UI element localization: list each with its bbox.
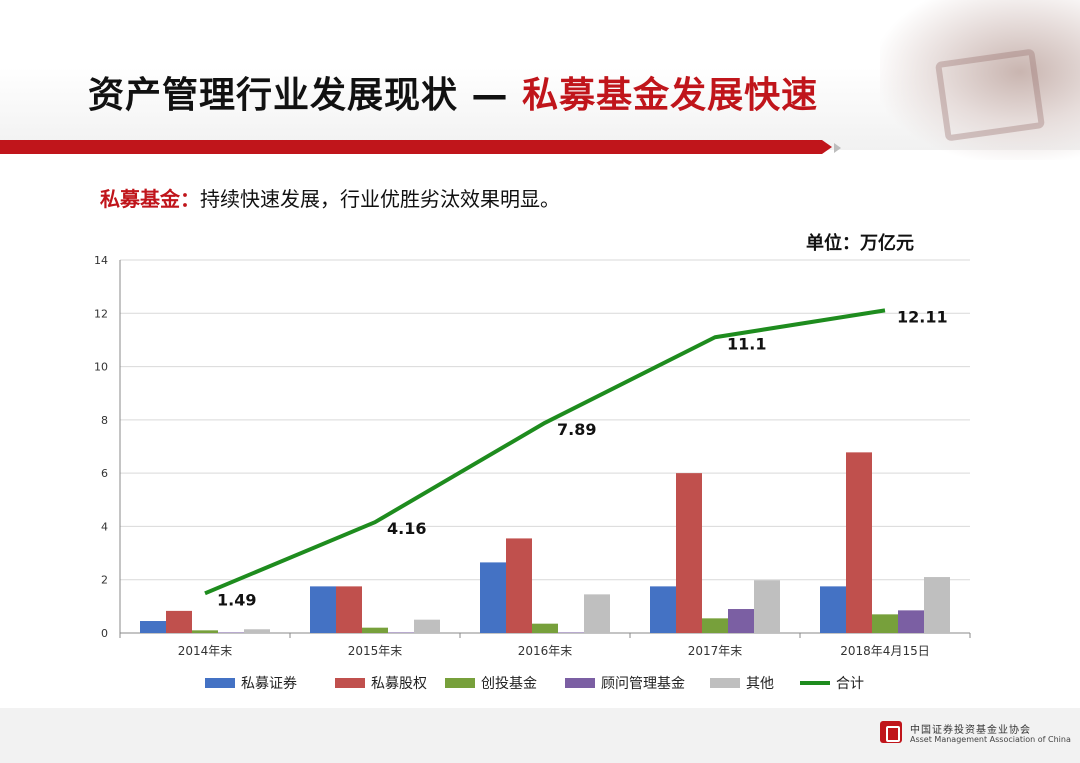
total-data-label: 12.11 xyxy=(897,307,948,326)
bar-3-3 xyxy=(532,623,558,633)
bar-4-3 xyxy=(558,632,584,633)
x-tick-label: 2015年末 xyxy=(348,644,403,658)
legend-swatch xyxy=(565,678,595,688)
bar-4-4 xyxy=(728,609,754,633)
subtitle: 私募基金：持续快速发展，行业优胜劣汰效果明显。 xyxy=(100,183,560,212)
bar-1-1 xyxy=(140,621,166,633)
total-data-label: 4.16 xyxy=(387,519,426,538)
total-line xyxy=(204,308,886,596)
bar-3-2 xyxy=(362,627,388,633)
title-divider-gray-arrow xyxy=(834,143,841,153)
subtitle-text: 持续快速发展，行业优胜劣汰效果明显。 xyxy=(200,187,560,211)
title-divider-arrow xyxy=(822,140,832,154)
total-data-label: 1.49 xyxy=(217,590,256,609)
x-tick-label: 2018年4月15日 xyxy=(840,644,929,658)
bar-2-2 xyxy=(336,586,362,633)
bar-2-1 xyxy=(166,610,192,633)
bar-1-4 xyxy=(650,586,676,633)
subtitle-lead: 私募基金： xyxy=(100,187,200,211)
legend-swatch xyxy=(205,678,235,688)
y-tick-label: 14 xyxy=(94,254,108,267)
legend-label: 顾问管理基金 xyxy=(601,675,685,692)
bar-5-4 xyxy=(754,580,780,633)
bar-1-5 xyxy=(820,586,846,633)
bar-3-4 xyxy=(702,618,728,633)
y-tick-label: 0 xyxy=(101,627,108,640)
bar-1-2 xyxy=(310,586,336,633)
bar-5-2 xyxy=(414,619,440,633)
total-data-label: 7.89 xyxy=(557,420,596,439)
y-tick-label: 8 xyxy=(101,414,108,427)
bar-4-2 xyxy=(388,632,414,633)
y-tick-label: 10 xyxy=(94,361,108,374)
unit-label: 单位：万亿元 xyxy=(806,233,914,254)
bar-3-5 xyxy=(872,614,898,633)
legend-swatch xyxy=(335,678,365,688)
legend-swatch xyxy=(445,678,475,688)
x-tick-label: 2014年末 xyxy=(178,644,233,658)
bar-4-1 xyxy=(218,632,244,633)
association-logo-icon xyxy=(880,721,902,743)
x-tick-label: 2016年末 xyxy=(518,644,573,658)
bar-3-1 xyxy=(192,630,218,633)
seal-image xyxy=(880,0,1080,160)
total-data-label: 11.1 xyxy=(727,334,766,353)
bar-5-1 xyxy=(244,629,270,633)
org-name-cn: 中国证券投资基金业协会 xyxy=(910,725,1031,736)
bar-5-3 xyxy=(584,594,610,633)
y-tick-label: 6 xyxy=(101,467,108,480)
bar-4-5 xyxy=(898,610,924,633)
page-title: 资产管理行业发展现状 — 私募基金发展快速 xyxy=(88,66,818,118)
chart: 0 2 4 6 8 10 12 14 2014年末 2015年末 2016年末 2017年末 2018年… xyxy=(94,254,971,692)
y-tick-label: 12 xyxy=(94,307,108,320)
y-tick-label: 4 xyxy=(101,520,108,533)
y-tick-label: 2 xyxy=(101,574,108,587)
bar-5-5 xyxy=(924,577,950,633)
legend-label: 其他 xyxy=(746,676,774,692)
org-name-en: Asset Management Association of China xyxy=(910,735,1071,744)
title-divider-bar xyxy=(0,140,822,154)
legend-label: 私募证券 xyxy=(241,676,297,692)
legend-label: 合计 xyxy=(836,676,864,692)
bar-2-5 xyxy=(846,452,872,633)
x-tick-label: 2017年末 xyxy=(688,644,743,658)
page-title-main: 资产管理行业发展现状 — xyxy=(88,75,523,116)
legend-label: 私募股权 xyxy=(371,676,427,692)
bar-1-3 xyxy=(480,562,506,633)
legend-label: 创投基金 xyxy=(481,675,537,692)
legend-swatch xyxy=(710,678,740,688)
page-title-accent: 私募基金发展快速 xyxy=(522,75,819,116)
bar-2-3 xyxy=(506,538,532,633)
bar-2-4 xyxy=(676,473,702,633)
